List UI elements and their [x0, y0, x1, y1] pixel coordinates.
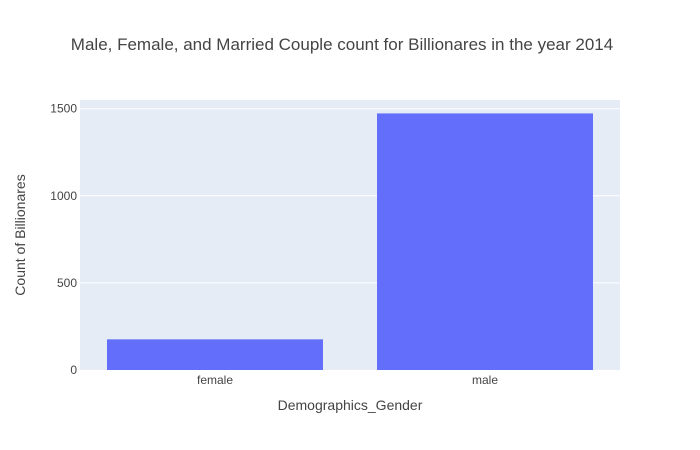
- x-axis-title: Demographics_Gender: [278, 397, 423, 413]
- bar-male[interactable]: [377, 113, 593, 370]
- y-tick-label: 0: [70, 363, 77, 377]
- x-tick-label: female: [197, 373, 233, 387]
- y-axis-title: Count of Billionares: [12, 174, 28, 295]
- bar-female[interactable]: [107, 339, 323, 370]
- y-tick-label: 1500: [50, 102, 77, 116]
- y-tick-label: 1000: [50, 189, 77, 203]
- y-axis-ticks: 0 500 1000 1500: [50, 102, 77, 377]
- x-axis-ticks: female male: [197, 373, 498, 387]
- chart-title: Male, Female, and Married Couple count f…: [71, 35, 613, 54]
- x-tick-label: male: [472, 373, 498, 387]
- y-tick-label: 500: [57, 276, 77, 290]
- bars: [107, 113, 593, 370]
